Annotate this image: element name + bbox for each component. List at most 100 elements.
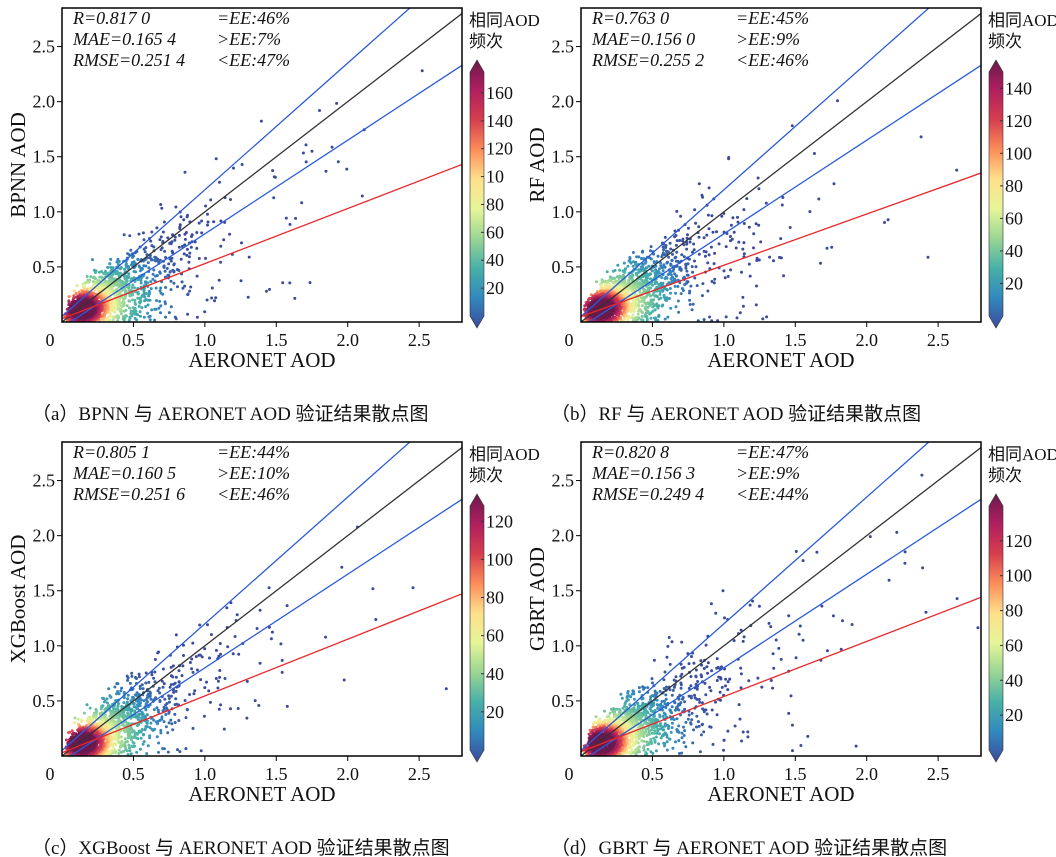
data-point xyxy=(144,698,148,702)
data-point xyxy=(636,302,640,306)
data-point xyxy=(703,254,707,258)
data-point xyxy=(152,245,156,249)
data-point xyxy=(257,704,261,707)
data-point xyxy=(657,282,661,286)
data-point xyxy=(280,670,284,674)
x-axis-label: AERONET AOD xyxy=(188,348,335,372)
data-point xyxy=(138,684,142,688)
data-point xyxy=(707,227,711,231)
stat-text: MAE=0.165 4 xyxy=(72,29,176,49)
data-point xyxy=(170,722,174,726)
x-tick-label: 2.5 xyxy=(408,330,431,350)
data-point xyxy=(171,728,175,732)
colorbar-title: 相同AOD xyxy=(988,11,1056,30)
data-point xyxy=(93,288,96,292)
data-point xyxy=(158,271,162,275)
data-point xyxy=(741,295,745,299)
data-point xyxy=(738,311,742,315)
data-point xyxy=(191,726,195,730)
data-point xyxy=(255,627,259,630)
data-point xyxy=(185,708,189,712)
data-point xyxy=(174,633,178,637)
data-point xyxy=(174,689,178,693)
data-point xyxy=(157,750,160,754)
data-point xyxy=(132,270,136,273)
data-point xyxy=(632,260,635,264)
data-point xyxy=(707,253,711,257)
data-point xyxy=(127,299,131,303)
data-point xyxy=(650,269,654,273)
data-point xyxy=(666,315,670,319)
data-point xyxy=(271,169,275,173)
ee-stat-text: =EE:45% xyxy=(736,8,809,28)
data-point xyxy=(197,221,201,225)
data-point xyxy=(157,306,161,310)
colorbar-tick-label: 40 xyxy=(1005,241,1023,261)
data-point xyxy=(186,312,190,316)
data-point xyxy=(693,276,697,280)
data-point xyxy=(116,690,120,693)
data-point xyxy=(702,236,706,240)
data-point xyxy=(150,673,154,677)
data-point xyxy=(625,287,629,291)
data-point xyxy=(664,246,668,249)
data-point xyxy=(617,276,621,280)
data-point xyxy=(651,293,655,297)
data-point xyxy=(138,687,142,691)
data-point xyxy=(149,239,153,243)
data-point xyxy=(188,289,192,293)
data-point xyxy=(135,750,139,754)
data-point xyxy=(134,715,138,719)
data-point xyxy=(152,708,156,712)
data-point xyxy=(755,284,758,288)
data-point xyxy=(177,680,181,684)
data-point xyxy=(191,670,195,674)
data-point xyxy=(153,258,156,262)
data-point xyxy=(709,245,713,249)
data-point xyxy=(724,245,728,249)
data-point xyxy=(208,700,212,704)
data-point xyxy=(169,683,173,687)
data-point xyxy=(808,210,812,214)
y-tick-label: 0.5 xyxy=(33,257,56,277)
data-point xyxy=(712,281,716,285)
ee-stat-text: =EE:46% xyxy=(217,8,290,28)
data-point xyxy=(126,678,130,682)
data-point xyxy=(136,296,140,300)
data-point xyxy=(648,312,652,316)
data-point xyxy=(919,135,923,139)
data-point xyxy=(130,671,134,675)
data-point xyxy=(622,261,626,265)
data-point xyxy=(146,303,150,307)
data-point xyxy=(126,267,130,270)
data-point xyxy=(284,216,288,220)
data-point xyxy=(179,257,183,261)
x-tick-label: 2.0 xyxy=(336,330,359,350)
data-point xyxy=(169,279,173,283)
colorbar-title: 频次 xyxy=(469,32,503,51)
data-point xyxy=(742,208,746,212)
data-point xyxy=(663,253,667,257)
data-point xyxy=(87,280,91,284)
data-point xyxy=(190,667,194,671)
data-point xyxy=(676,299,680,303)
data-point xyxy=(246,295,250,299)
data-point xyxy=(156,651,160,655)
data-point xyxy=(764,201,768,205)
data-point xyxy=(689,284,693,288)
data-point xyxy=(121,713,125,717)
data-point xyxy=(653,316,656,320)
data-point xyxy=(64,738,68,742)
data-point xyxy=(85,703,89,707)
data-point xyxy=(663,235,667,239)
data-point xyxy=(139,281,143,285)
data-point xyxy=(131,298,135,302)
data-point xyxy=(819,261,822,265)
data-point xyxy=(128,315,132,319)
data-point xyxy=(105,737,108,741)
ee-lower-line xyxy=(69,64,462,322)
data-point xyxy=(674,274,678,278)
data-point xyxy=(420,69,424,73)
data-point xyxy=(128,749,132,753)
ee-upper-line xyxy=(581,8,930,317)
